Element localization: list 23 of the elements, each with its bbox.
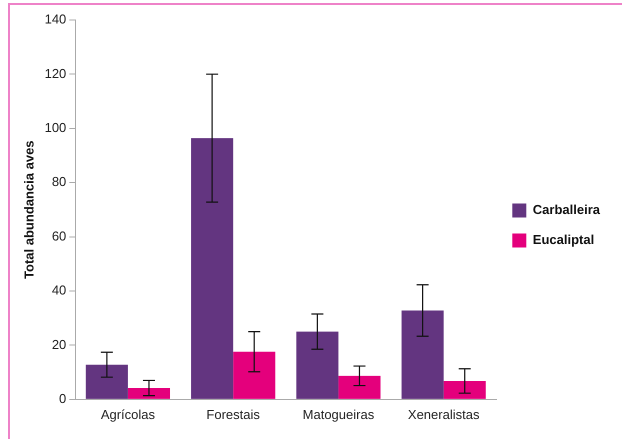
bar <box>233 352 276 399</box>
y-tick-label: 80 <box>52 174 66 190</box>
bar <box>128 388 170 399</box>
bar <box>444 380 486 399</box>
legend-label: Eucaliptal <box>532 232 594 248</box>
y-tick-label: 140 <box>44 12 66 27</box>
y-tick-label: 60 <box>52 228 66 244</box>
y-tick-label: 120 <box>44 66 66 81</box>
y-tick-label: 0 <box>59 390 66 406</box>
x-tick-label: Matogueiras <box>302 406 375 422</box>
bar <box>191 138 234 399</box>
y-tick-label: 20 <box>52 336 66 352</box>
bar <box>296 332 338 399</box>
bar <box>338 376 381 399</box>
y-tick-label: 40 <box>52 282 66 298</box>
y-tick-label: 100 <box>44 120 66 135</box>
bar <box>86 364 128 399</box>
legend-label: Carballeira <box>532 202 601 218</box>
bar <box>402 310 444 399</box>
x-tick-label: Xeneralistas <box>408 406 480 422</box>
y-axis-title: Total abundancia aves <box>21 140 36 279</box>
x-tick-label: Agrícolas <box>100 406 156 422</box>
x-tick-label: Forestais <box>206 406 260 422</box>
